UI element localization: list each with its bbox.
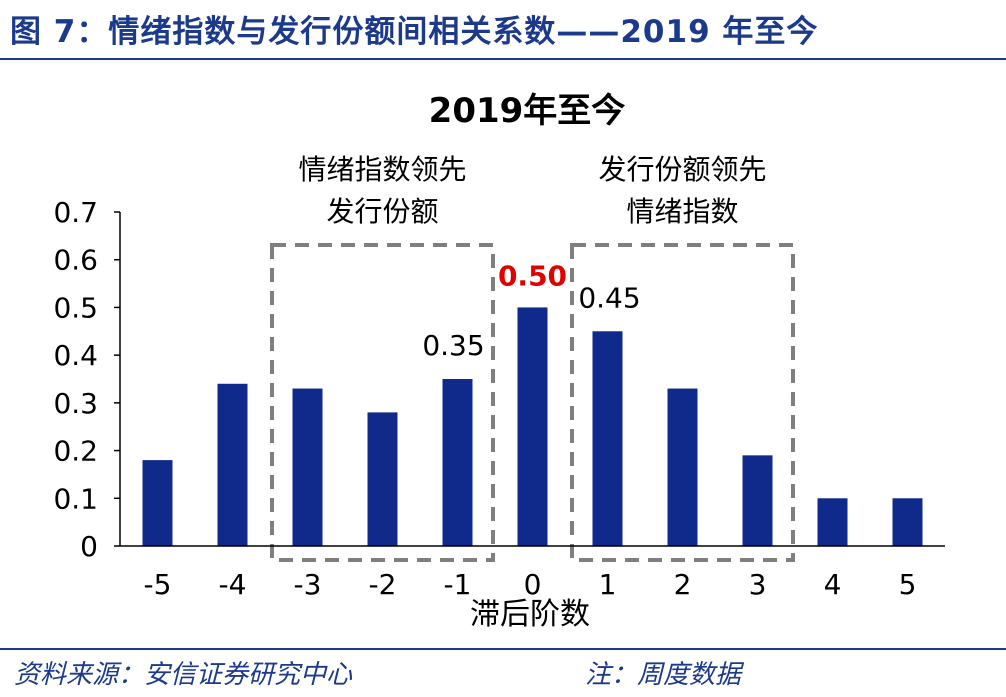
y-tick-label: 0.6 (53, 244, 98, 277)
x-tick-label: 2 (674, 568, 692, 601)
bars (142, 307, 923, 546)
title-rule (0, 58, 1006, 60)
lead-caption: 发行份额领先 (598, 153, 766, 186)
bar--2 (367, 412, 398, 546)
y-tick-label: 0.5 (53, 291, 98, 324)
chart-title: 2019年至今 (429, 91, 626, 131)
source-note: 资料来源：安信证券研究中心 (14, 660, 353, 690)
y-axis: 0 0.1 0.2 0.3 0.4 0.5 0.6 0.7 (53, 196, 121, 563)
x-tick-label: 0 (524, 568, 542, 601)
y-tick-label: 0 (80, 530, 98, 563)
bar-0 (517, 307, 548, 546)
lead-caption: 情绪指数领先 (298, 153, 466, 186)
data-label: 0.50 (498, 259, 567, 292)
bar-1 (592, 331, 623, 546)
y-tick-label: 0.7 (53, 196, 98, 229)
bar--4 (217, 383, 248, 546)
bar-4 (817, 498, 848, 546)
x-tick-label: -2 (369, 568, 397, 601)
x-tick-label: -4 (219, 568, 247, 601)
bar--1 (442, 379, 473, 546)
footer-rule (0, 648, 1006, 650)
x-tick-label: -1 (444, 568, 472, 601)
bar--5 (142, 460, 173, 546)
bar-5 (892, 498, 923, 546)
figure-title: 图 7：情绪指数与发行份额间相关系数——2019 年至今 (10, 14, 819, 50)
bar--3 (292, 388, 323, 546)
bar-3 (742, 455, 773, 546)
x-tick-label: 3 (749, 568, 767, 601)
data-label: 0.45 (578, 281, 640, 314)
x-tick-label: 5 (899, 568, 917, 601)
x-tick-label: 4 (824, 568, 842, 601)
lead-box (570, 243, 795, 562)
y-tick-label: 0.4 (53, 339, 98, 372)
lead-box (270, 243, 495, 562)
data-label: 0.35 (422, 329, 484, 362)
data-labels: 0.35 0.50 0.45 (422, 259, 640, 362)
bar-2 (667, 388, 698, 546)
lead-caption: 情绪指数 (626, 195, 738, 228)
y-tick-label: 0.2 (53, 435, 98, 468)
x-tick-label: -5 (144, 568, 172, 601)
lead-caption: 发行份额 (326, 195, 438, 228)
y-tick-label: 0.3 (53, 387, 98, 420)
x-axis: -5 -4 -3 -2 -1 0 1 2 3 4 5 (120, 545, 945, 601)
x-axis-label: 滞后阶数 (470, 597, 590, 632)
x-tick-label: -3 (294, 568, 322, 601)
footnote: 注：周度数据 (585, 660, 742, 690)
y-tick-label: 0.1 (53, 482, 98, 515)
x-tick-label: 1 (599, 568, 617, 601)
